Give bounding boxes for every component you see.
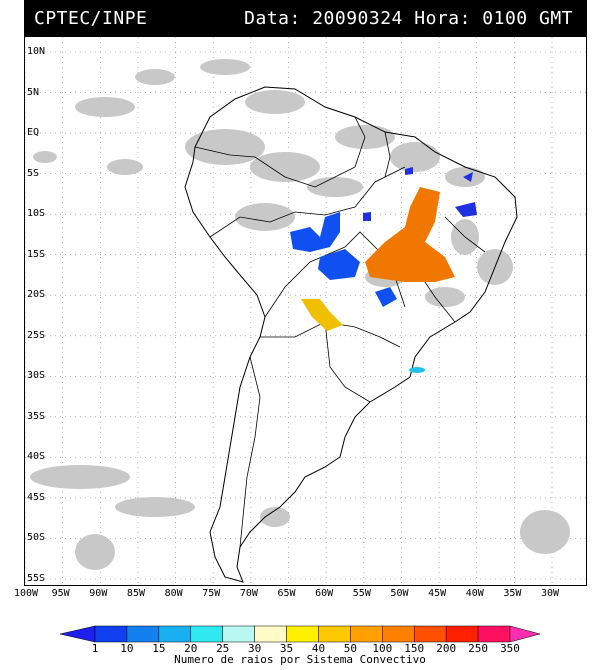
legend-value: 30	[247, 642, 262, 655]
lat-label: 10S	[27, 208, 46, 220]
legend-swatch	[222, 625, 255, 643]
legend-swatch	[190, 625, 223, 643]
graticule	[25, 37, 586, 585]
lat-label: 5S	[27, 167, 40, 179]
time-value: 0100	[482, 8, 528, 29]
date-value: 20090324	[312, 8, 403, 29]
legend-value: 250	[468, 642, 488, 655]
lon-label: 65W	[277, 588, 296, 599]
lat-label: 20S	[27, 289, 46, 301]
lon-label: 35W	[503, 588, 522, 599]
lat-label: 45S	[27, 491, 46, 503]
legend-value: 150	[404, 642, 425, 655]
lat-label: 15S	[27, 248, 46, 260]
legend-value: 200	[436, 642, 457, 655]
lon-label: 80W	[164, 588, 183, 599]
legend-value: 1	[91, 642, 99, 655]
legend-swatch	[126, 625, 160, 643]
system-blue-small	[375, 287, 397, 307]
legend-arrow-left	[59, 625, 96, 643]
system-cyan	[409, 367, 425, 373]
legend-value: 15	[152, 642, 166, 655]
legend-swatch	[318, 625, 351, 643]
legend-swatch	[350, 625, 383, 643]
lat-label: 5N	[27, 86, 40, 98]
lat-label: 55S	[27, 573, 46, 584]
legend-swatch	[477, 625, 511, 643]
system-blue-south	[318, 249, 360, 280]
system-blue-nordeste	[455, 202, 477, 217]
legend-value: 350	[500, 642, 520, 655]
map-frame: 10N 5N EQ 5S 10S 15S 20S 25S 30S 35S 40S 45S 50S 55S	[24, 36, 587, 586]
lon-label: 95W	[51, 588, 70, 599]
lat-label: EQ	[27, 127, 40, 139]
legend-swatch	[382, 625, 415, 643]
lon-label: 40W	[465, 588, 484, 599]
map-header: CPTEC/INPE Data: 20090324 Hora: 0100 GMT	[24, 0, 587, 36]
lat-label: 50S	[27, 532, 46, 544]
system-blue-tiny2	[363, 212, 371, 221]
lon-label: 90W	[89, 588, 108, 599]
lat-label: 30S	[27, 370, 46, 382]
lon-label: 75W	[202, 588, 221, 599]
hora-label: Hora:	[414, 8, 471, 29]
legend-value: 20	[184, 642, 198, 655]
legend-swatch	[286, 625, 319, 643]
legend-value: 40	[311, 642, 326, 655]
lon-label: 70W	[239, 588, 258, 599]
lon-label: 45W	[428, 588, 447, 599]
source-label: CPTEC/INPE	[34, 8, 148, 29]
legend-swatch	[94, 625, 128, 643]
convective-systems	[290, 167, 477, 373]
lon-label: 55W	[352, 588, 371, 599]
map-canvas	[25, 37, 586, 585]
system-blue-matogrosso	[290, 212, 340, 252]
timezone-value: GMT	[538, 8, 573, 29]
legend-swatch	[254, 625, 287, 643]
datetime-label: Data: 20090324 Hora: 0100 GMT	[244, 8, 573, 29]
lon-label: 30W	[541, 588, 560, 599]
longitude-axis: 100W 95W 90W 85W 80W 75W 70W 65W 60W 55W 50W 45W 40W…	[0, 588, 600, 602]
legend-value: 35	[279, 642, 294, 655]
legend-value: 10	[120, 642, 134, 655]
system-yellow	[301, 299, 343, 331]
system-blue-tiny	[405, 167, 413, 175]
color-legend	[59, 625, 541, 643]
legend-title: Numero de raios por Sistema Convectivo	[174, 653, 426, 666]
data-label: Data:	[244, 8, 301, 29]
legend-arrow-right	[509, 625, 541, 643]
lon-label: 60W	[315, 588, 334, 599]
lat-label: 35S	[27, 410, 46, 422]
legend-swatch	[158, 625, 192, 643]
lon-label: 50W	[390, 588, 409, 599]
legend-swatch	[413, 625, 447, 643]
lat-label: 40S	[27, 451, 46, 463]
legend-value: 100	[372, 642, 393, 655]
lon-label: 85W	[126, 588, 145, 599]
system-orange	[365, 187, 455, 282]
lon-label: 100W	[14, 588, 39, 599]
lat-label: 25S	[27, 329, 46, 341]
legend-swatch	[445, 625, 479, 643]
lat-label: 10N	[27, 46, 46, 57]
legend-value: 25	[216, 642, 230, 655]
cloud-cover	[30, 59, 570, 570]
system-blue-ne2	[463, 172, 473, 182]
legend-value: 50	[343, 642, 357, 655]
